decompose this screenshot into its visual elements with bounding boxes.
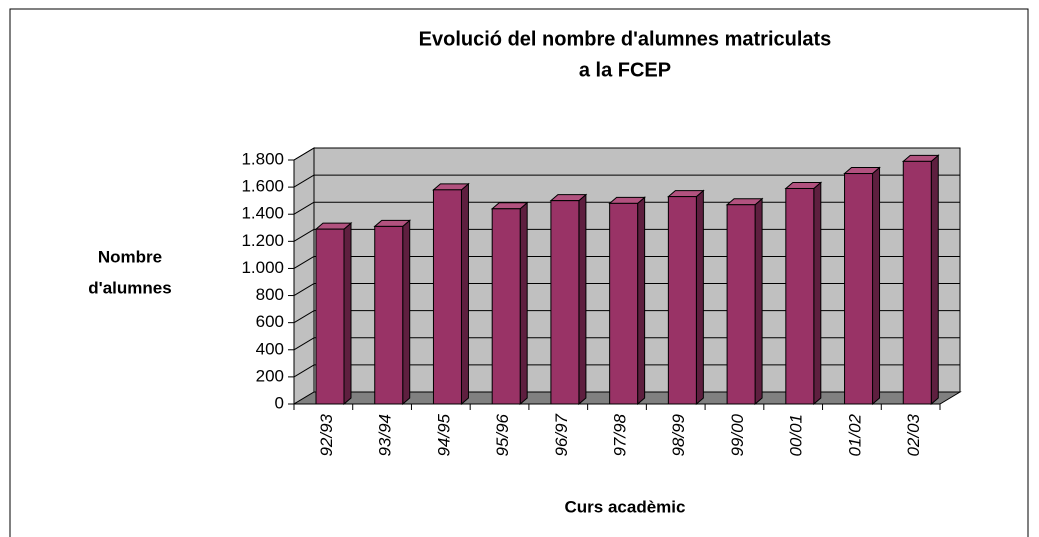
x-tick-label: 97/98 xyxy=(610,413,629,456)
bar xyxy=(432,189,462,405)
grid-line xyxy=(293,147,315,161)
grid-line xyxy=(293,174,315,188)
grid-line xyxy=(293,337,315,351)
bar-top xyxy=(843,167,881,175)
bar-side xyxy=(519,201,528,406)
x-tick-label: 99/00 xyxy=(728,413,747,456)
bar-top xyxy=(490,202,529,210)
bar-side xyxy=(343,222,352,406)
x-tick-label: 02/03 xyxy=(904,413,923,456)
x-axis-label: Curs acadèmic xyxy=(565,497,686,516)
bar-side xyxy=(578,193,587,406)
y-tick-label: 400 xyxy=(256,339,284,358)
bar xyxy=(785,187,815,405)
bar-top xyxy=(314,222,353,230)
bar xyxy=(667,196,697,405)
y-tick-label: 1.200 xyxy=(241,231,284,250)
x-tick-label: 94/95 xyxy=(434,413,453,456)
y-axis-label: d'alumnes xyxy=(88,278,171,297)
y-tick-label: 1.800 xyxy=(241,149,284,168)
x-tick-label: 92/93 xyxy=(317,413,336,456)
bar xyxy=(609,202,639,405)
grid-line xyxy=(293,283,315,296)
x-tick-label: 98/99 xyxy=(669,413,688,456)
chart-title: Evolució del nombre d'alumnes matriculat… xyxy=(419,28,832,50)
bar-top xyxy=(549,194,588,202)
bar-side xyxy=(754,197,763,406)
x-tick-label: 01/02 xyxy=(845,413,864,456)
bar-top xyxy=(901,154,940,162)
bar-side xyxy=(402,219,411,406)
x-tick-label: 00/01 xyxy=(787,414,806,457)
y-axis-label: Nombre xyxy=(98,247,162,266)
grid-line xyxy=(293,228,315,242)
bar xyxy=(902,160,932,405)
bar-side xyxy=(695,189,704,406)
bar-side xyxy=(872,166,881,406)
bar xyxy=(550,200,580,405)
bar-top xyxy=(608,196,646,204)
bar xyxy=(315,228,345,405)
y-tick-label: 1.600 xyxy=(241,177,284,196)
bar-top xyxy=(725,198,764,206)
y-tick-label: 0 xyxy=(275,393,284,412)
grid-line xyxy=(293,364,315,378)
bar-side xyxy=(930,154,939,406)
bar xyxy=(374,225,404,405)
bar-side xyxy=(813,181,822,406)
y-tick-label: 200 xyxy=(256,366,284,385)
x-tick-label: 96/97 xyxy=(552,413,571,456)
y-tick-label: 1.000 xyxy=(241,258,284,277)
y-tick-label: 600 xyxy=(256,312,284,331)
bar-side xyxy=(637,196,646,406)
chart-title: a la FCEP xyxy=(579,59,671,81)
side-wall xyxy=(293,147,315,405)
bar-side xyxy=(460,182,469,406)
grid-line xyxy=(293,256,315,269)
x-tick-label: 93/94 xyxy=(376,414,395,457)
grid-line xyxy=(293,201,315,215)
bar-top xyxy=(432,183,470,191)
bar-top xyxy=(784,181,823,189)
y-tick-label: 800 xyxy=(256,285,284,304)
bar-top xyxy=(373,219,412,227)
grid-line xyxy=(293,310,315,324)
x-tick-label: 95/96 xyxy=(493,413,512,456)
bar xyxy=(726,204,756,405)
bar-top xyxy=(667,190,705,198)
y-tick-label: 1.400 xyxy=(241,204,284,223)
bar xyxy=(844,173,874,405)
bar xyxy=(491,208,521,405)
